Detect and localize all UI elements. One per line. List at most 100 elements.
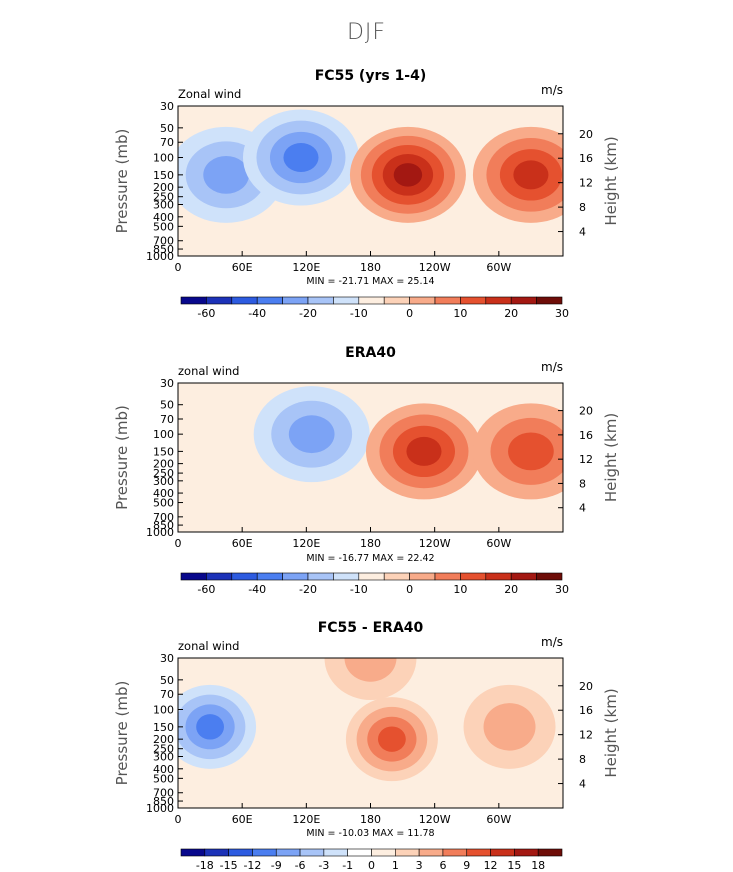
colorbar-bin — [204, 848, 229, 857]
colorbar-bin — [228, 848, 253, 857]
colorbar-bin — [256, 296, 283, 305]
colorbar-label: -20 — [299, 307, 317, 320]
y-tick-label: 200 — [153, 181, 174, 194]
y-tick-label: 70 — [160, 688, 174, 701]
colorbar-bin — [206, 296, 233, 305]
colorbar-bin — [307, 296, 334, 305]
y-tick-label: 200 — [153, 733, 174, 746]
colorbar-bin — [537, 848, 563, 857]
y-tick-label: 850 — [153, 243, 174, 256]
y-tick-label: 850 — [153, 795, 174, 808]
chart-units-label: m/s — [541, 360, 563, 374]
y-tick-label: 300 — [153, 750, 174, 763]
colorbar-label: -15 — [220, 859, 238, 872]
colorbar: -60 -40 -20 -10 0 10 20 30 — [180, 572, 569, 596]
height-tick-label: 4 — [579, 502, 586, 515]
colorbar-bin — [510, 296, 537, 305]
colorbar-label: 20 — [504, 307, 518, 320]
contour-region — [508, 432, 554, 471]
colorbar-bin — [409, 296, 436, 305]
colorbar-label: -9 — [271, 859, 282, 872]
colorbar-bin — [485, 572, 512, 581]
x-tick-label: 120E — [292, 813, 320, 826]
colorbar-label: -60 — [197, 583, 215, 596]
x-tick-label: 60W — [486, 261, 511, 274]
x-axis: 0 60E 120E 180 120W 60W — [175, 803, 511, 826]
y-axis-label: Pressure (mb) — [113, 405, 131, 510]
colorbar-label: 0 — [406, 583, 413, 596]
chart-left-label: zonal wind — [178, 639, 239, 653]
y-tick-label: 100 — [153, 152, 174, 165]
y-tick-label: 850 — [153, 519, 174, 532]
y-tick-label: 1000 — [146, 526, 174, 539]
colorbar-label: 0 — [368, 859, 375, 872]
colorbar-label: 10 — [453, 307, 467, 320]
x-tick-label: 0 — [175, 537, 182, 550]
y-tick-label: 700 — [153, 511, 174, 524]
colorbar-bin — [333, 296, 360, 305]
colorbar-label: -60 — [197, 307, 215, 320]
colorbar-bin — [206, 572, 233, 581]
contour-fills — [178, 109, 563, 223]
x-tick-label: 60W — [486, 813, 511, 826]
y-axis-label: Pressure (mb) — [113, 129, 131, 234]
colorbar-label: -1 — [342, 859, 353, 872]
y-tick-label: 250 — [153, 743, 174, 756]
colorbar-label: -18 — [196, 859, 214, 872]
colorbar-bin — [299, 848, 325, 857]
height-axis-label: Height (km) — [602, 413, 620, 502]
y-tick-label: 300 — [153, 475, 174, 488]
x-tick-label: 180 — [360, 261, 381, 274]
colorbar-label: -40 — [248, 583, 266, 596]
colorbar-label: -6 — [295, 859, 306, 872]
y-tick-label: 500 — [153, 497, 174, 510]
height-tick-label: 4 — [579, 778, 586, 791]
colorbar-bin — [252, 848, 277, 857]
height-tick-label: 16 — [579, 152, 593, 165]
colorbar-bin — [434, 296, 461, 305]
y-tick-label: 70 — [160, 413, 174, 426]
height-axis-label: Height (km) — [602, 136, 620, 225]
height-tick-label: 20 — [579, 405, 593, 418]
y-tick-label: 200 — [153, 458, 174, 471]
colorbar-bin — [460, 296, 487, 305]
x-tick-label: 120W — [419, 813, 451, 826]
colorbar-bin — [536, 296, 563, 305]
colorbar-label: -10 — [350, 307, 368, 320]
colorbar-bin — [460, 572, 487, 581]
contour-region — [483, 703, 536, 751]
contour-region — [196, 714, 224, 740]
colorbar-label: 6 — [439, 859, 446, 872]
colorbar-label: 0 — [406, 307, 413, 320]
y-tick-label: 500 — [153, 772, 174, 785]
y-tick-label: 50 — [160, 122, 174, 135]
colorbar-label: 18 — [531, 859, 545, 872]
y-tick-label: 150 — [153, 445, 174, 458]
colorbar-bin — [371, 848, 396, 857]
height-axis: 4 8 12 16 20 — [558, 680, 593, 791]
colorbar-label: 12 — [484, 859, 498, 872]
y-tick-label: 1000 — [146, 802, 174, 815]
contour-region — [283, 142, 319, 173]
y-tick-label: 700 — [153, 235, 174, 248]
colorbar-bin — [418, 848, 444, 857]
colorbar: -18 -15 -12 -9 -6 -3 -1 0 1 3 6 9 12 15 18 — [180, 848, 563, 872]
colorbar-label: -3 — [318, 859, 329, 872]
colorbar-bin — [409, 572, 436, 581]
colorbar-label: 10 — [453, 583, 467, 596]
colorbar-label: -20 — [299, 583, 317, 596]
colorbar-label: 3 — [416, 859, 423, 872]
height-tick-label: 12 — [579, 729, 593, 742]
colorbar-bin — [490, 848, 515, 857]
x-tick-label: 120E — [292, 537, 320, 550]
x-tick-label: 0 — [175, 813, 182, 826]
y-tick-label: 250 — [153, 191, 174, 204]
y-tick-label: 400 — [153, 763, 174, 776]
colorbar-label: 30 — [555, 307, 569, 320]
height-tick-label: 8 — [579, 477, 586, 490]
